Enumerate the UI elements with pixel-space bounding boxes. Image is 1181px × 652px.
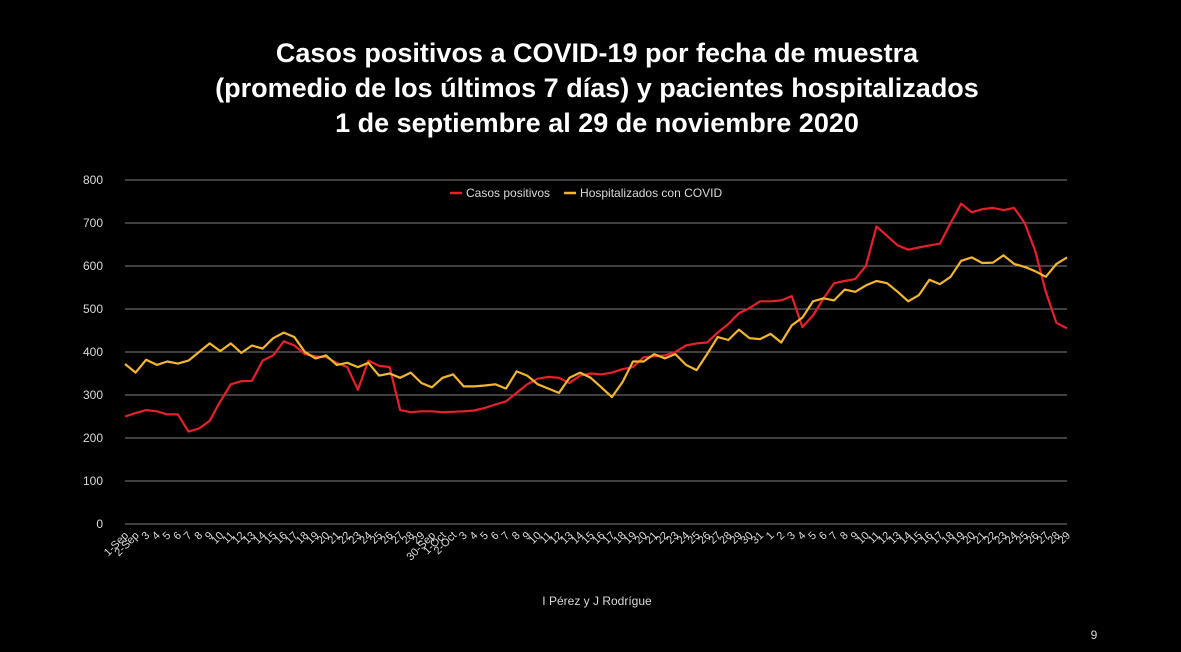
y-tick-label: 800 — [83, 173, 103, 187]
x-tick-label: 8 — [838, 530, 851, 543]
x-tick-label: 6 — [171, 530, 184, 543]
x-tick-label: 7 — [182, 530, 195, 543]
x-tick-label: 6 — [817, 530, 830, 543]
series-line — [124, 202, 1068, 433]
legend-label: Hospitalizados con COVID — [580, 186, 722, 200]
x-tick-label: 3 — [457, 530, 470, 543]
x-tick-label: 5 — [806, 530, 819, 543]
y-tick-label: 700 — [83, 216, 103, 230]
x-tick-label: 3 — [785, 530, 798, 543]
title-line: Casos positivos a COVID-19 por fecha de … — [276, 38, 919, 68]
y-tick-label: 600 — [83, 259, 103, 273]
source: I Pérez y J Rodrígue — [542, 594, 652, 608]
title-line: 1 de septiembre al 29 de noviembre 2020 — [335, 108, 859, 138]
x-tick-label: 5 — [161, 530, 174, 543]
y-tick-label: 100 — [83, 474, 103, 488]
x-tick-label: 7 — [827, 530, 840, 543]
y-tick-label: 500 — [83, 302, 103, 316]
x-tick-label: 4 — [150, 530, 163, 543]
x-tick-label: 3 — [139, 530, 152, 543]
y-tick-label: 300 — [83, 388, 103, 402]
x-tick-label: 6 — [489, 530, 502, 543]
x-tick-label: 4 — [796, 530, 809, 543]
y-tick-label: 400 — [83, 345, 103, 359]
legend-label: Casos positivos — [466, 186, 550, 200]
y-tick-label: 0 — [96, 517, 103, 531]
x-tick-label: 5 — [478, 530, 491, 543]
x-tick-label: 8 — [192, 530, 205, 543]
page-number: 9 — [1091, 628, 1098, 642]
series-line — [124, 254, 1068, 399]
x-tick-label: 4 — [468, 530, 481, 543]
x-tick-label: 29 — [1056, 530, 1073, 547]
x-tick-label: 31 — [749, 530, 766, 547]
x-tick-label: 2 — [775, 530, 788, 543]
x-tick-label: 7 — [499, 530, 512, 543]
title-line: (promedio de los últimos 7 días) y pacie… — [215, 73, 979, 103]
x-tick-label: 8 — [510, 530, 523, 543]
x-tick-label: 1 — [764, 530, 777, 543]
y-tick-label: 200 — [83, 431, 103, 445]
